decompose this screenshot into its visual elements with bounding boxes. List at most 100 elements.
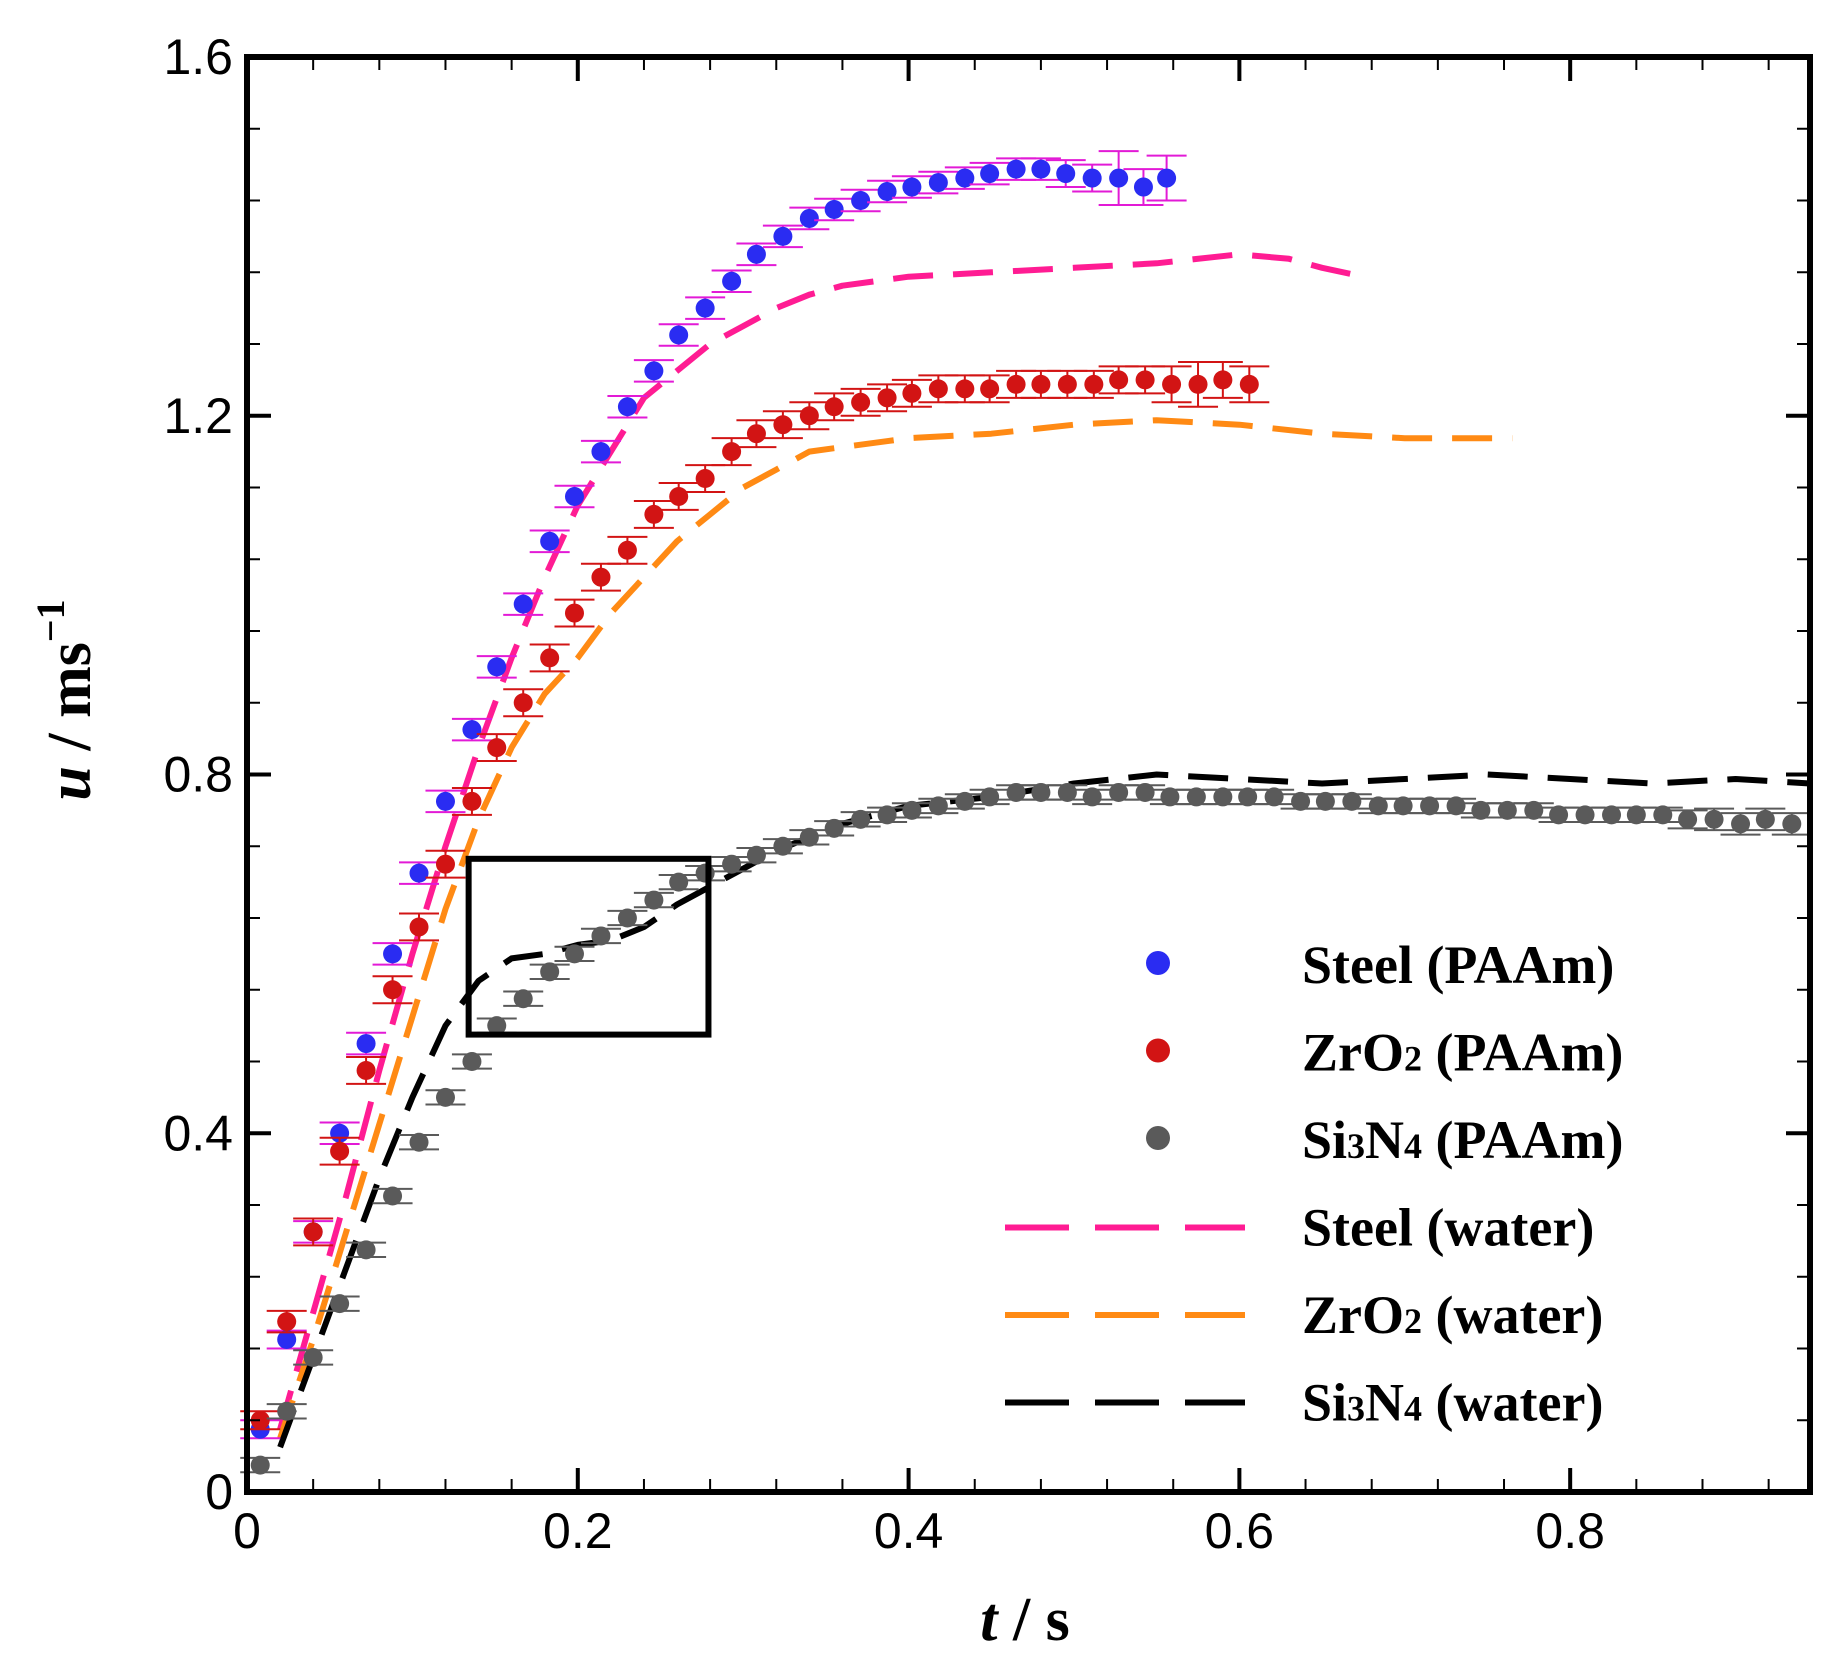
- data-point: [1782, 814, 1802, 834]
- data-point: [1575, 805, 1595, 825]
- data-point: [564, 603, 584, 623]
- x-axis-label: t / s: [980, 1586, 1070, 1654]
- legend-label-text: (water): [1422, 1373, 1603, 1433]
- x-tick-label: 0.4: [874, 1503, 944, 1559]
- data-point: [591, 442, 611, 462]
- data-point: [591, 926, 611, 946]
- data-point: [1626, 805, 1646, 825]
- data-point: [799, 406, 819, 426]
- series-markers: [240, 782, 1812, 1475]
- y-axis-exponent: −1: [28, 599, 73, 642]
- y-axis-unit: / ms: [36, 642, 104, 766]
- data-point: [1057, 782, 1077, 802]
- data-point: [540, 962, 560, 982]
- legend-label-subscript: 2: [1404, 1301, 1422, 1341]
- data-point: [564, 944, 584, 964]
- data-point: [669, 486, 689, 506]
- data-point: [773, 226, 793, 246]
- data-point: [928, 796, 948, 816]
- y-tick-label: 0.4: [163, 1105, 233, 1161]
- series-markers: [240, 360, 1270, 1431]
- data-point: [383, 1186, 403, 1206]
- data-point: [277, 1401, 297, 1421]
- data-point: [773, 415, 793, 435]
- data-point: [644, 504, 664, 524]
- legend-label-text: ZrO: [1302, 1023, 1404, 1083]
- data-point: [564, 486, 584, 506]
- data-point: [1188, 374, 1208, 394]
- data-point: [1731, 814, 1751, 834]
- data-point: [617, 540, 637, 560]
- legend-label: Si3N4 (PAAm): [1302, 1110, 1623, 1170]
- data-point: [1602, 805, 1622, 825]
- data-point: [955, 379, 975, 399]
- legend-label-text: (PAAm): [1422, 1110, 1623, 1170]
- data-point: [1264, 787, 1284, 807]
- plot-area: [240, 150, 1812, 1475]
- data-point: [1524, 800, 1544, 820]
- y-tick-label: 1.2: [163, 388, 233, 444]
- data-point: [1057, 374, 1077, 394]
- data-point: [644, 361, 664, 381]
- data-point: [303, 1347, 323, 1367]
- data-point: [824, 397, 844, 417]
- data-point: [722, 271, 742, 291]
- data-point: [303, 1222, 323, 1242]
- legend-marker: [1146, 1126, 1170, 1150]
- data-point: [1135, 782, 1155, 802]
- data-point: [1031, 159, 1051, 179]
- data-point: [644, 890, 664, 910]
- data-point: [955, 791, 975, 811]
- legend-label: Steel (PAAm): [1302, 935, 1614, 995]
- data-point: [746, 424, 766, 444]
- legend-label-text: ZrO: [1302, 1285, 1404, 1345]
- data-point: [330, 1141, 350, 1161]
- legend: Steel (PAAm)ZrO2 (PAAm)Si3N4 (PAAm)Steel…: [1005, 935, 1623, 1433]
- data-point: [877, 182, 897, 202]
- data-point: [383, 980, 403, 1000]
- data-point: [1368, 796, 1388, 816]
- data-point: [1109, 370, 1129, 390]
- data-point: [435, 791, 455, 811]
- legend-label-subscript: 3: [1347, 1389, 1365, 1429]
- data-point: [1133, 177, 1153, 197]
- data-point: [487, 738, 507, 758]
- data-point: [1056, 164, 1076, 184]
- data-point: [540, 648, 560, 668]
- data-point: [928, 379, 948, 399]
- data-point: [1213, 787, 1233, 807]
- data-point: [722, 442, 742, 462]
- data-point: [513, 989, 533, 1009]
- y-axis-var: u: [36, 766, 104, 800]
- data-point: [356, 1060, 376, 1080]
- data-point: [799, 208, 819, 228]
- data-point: [513, 693, 533, 713]
- data-point: [487, 657, 507, 677]
- data-point: [1160, 787, 1180, 807]
- data-point: [1549, 805, 1569, 825]
- data-point: [902, 177, 922, 197]
- x-tick-label: 0.6: [1205, 1503, 1275, 1559]
- data-point: [1291, 791, 1311, 811]
- data-point: [1031, 782, 1051, 802]
- data-point: [1082, 787, 1102, 807]
- data-point: [980, 787, 1000, 807]
- x-tick-label: 0: [233, 1503, 261, 1559]
- data-point: [435, 854, 455, 874]
- data-point: [1082, 168, 1102, 188]
- legend-label-text: (PAAm): [1422, 1023, 1623, 1083]
- data-point: [773, 836, 793, 856]
- y-tick-label: 0.8: [163, 747, 233, 803]
- series-line: [277, 771, 1811, 1449]
- data-point: [277, 1312, 297, 1332]
- data-point: [824, 818, 844, 838]
- data-point: [383, 944, 403, 964]
- y-axis-label: u / ms−1: [28, 599, 104, 800]
- data-point: [487, 1016, 507, 1036]
- legend-label: Si3N4 (water): [1302, 1373, 1603, 1433]
- data-point: [462, 1052, 482, 1071]
- data-point: [902, 383, 922, 403]
- tick-labels: 0 0.4 0.8 1.2 1.6 0 0.2 0.4 0.6 0.8: [163, 29, 1604, 1559]
- legend-label-subscript: 4: [1404, 1389, 1422, 1429]
